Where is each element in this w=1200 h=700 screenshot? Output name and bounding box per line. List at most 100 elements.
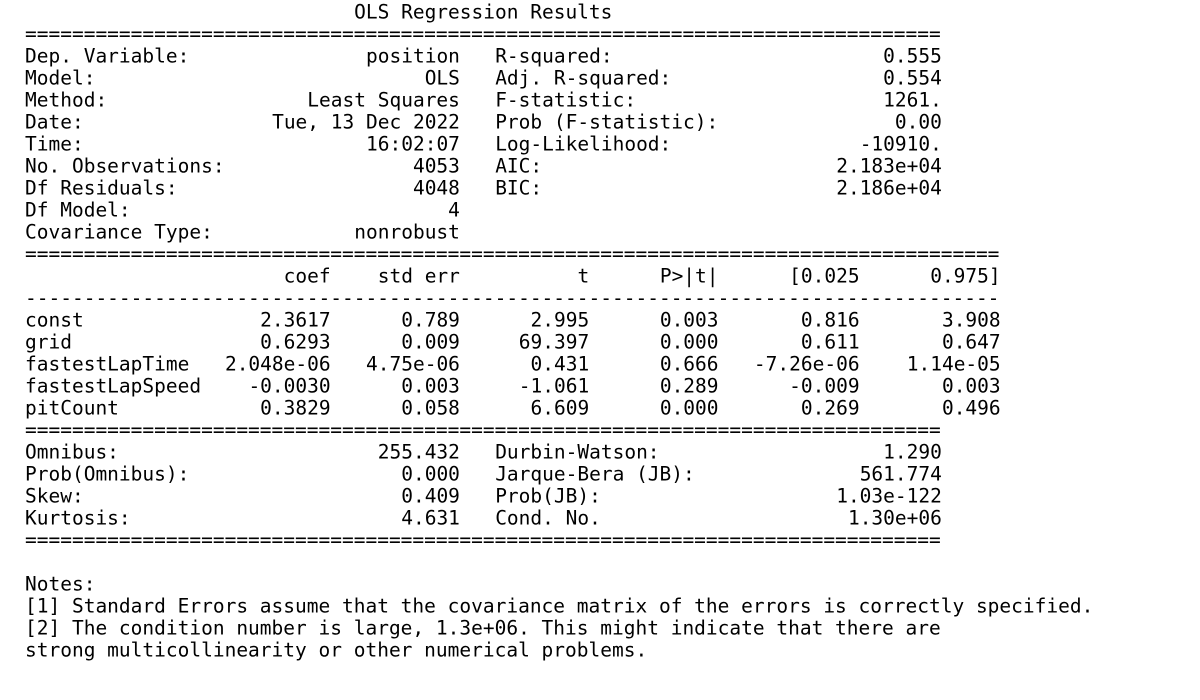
summary-value: Tue, 13 Dec 2022 (272, 111, 460, 134)
summary-label: Covariance Type: (25, 221, 213, 244)
coef-cell: 0.289 (660, 375, 719, 398)
diagnostic-value: 4.631 (401, 507, 460, 530)
coef-cell: 0.003 (401, 375, 460, 398)
coef-cell: 0.003 (942, 375, 1001, 398)
summary-value: 0.00 (895, 111, 942, 134)
summary-value: Least Squares (307, 89, 460, 112)
coef-cell: 3.908 (942, 309, 1001, 332)
coef-cell: 0.009 (401, 331, 460, 354)
summary-value: OLS (425, 67, 460, 90)
coef-cell: 0.058 (401, 397, 460, 420)
column-header: t (577, 265, 589, 288)
coef-cell: 0.003 (660, 309, 719, 332)
summary-value: 0.554 (883, 67, 942, 90)
diagnostic-label: Prob(Omnibus): (25, 463, 189, 486)
coef-cell: 0.6293 (260, 331, 330, 354)
summary-label: Time: (25, 133, 84, 156)
summary-label: R-squared: (495, 45, 612, 68)
diagnostic-label: Skew: (25, 485, 84, 508)
summary-label: Adj. R-squared: (495, 67, 671, 90)
note-line: [1] Standard Errors assume that the cova… (25, 595, 1093, 618)
summary-label: Df Model: (25, 199, 131, 222)
coef-cell: 6.609 (531, 397, 590, 420)
diagnostic-label: Cond. No. (495, 507, 601, 530)
coef-name: fastestLapTime (25, 353, 189, 376)
coef-cell: 0.3829 (260, 397, 330, 420)
notes-title: Notes: (25, 573, 95, 596)
coef-cell: 2.995 (531, 309, 590, 332)
coef-cell: 0.000 (660, 331, 719, 354)
rule: ========================================… (25, 23, 941, 46)
summary-value: 2.183e+04 (836, 155, 942, 178)
summary-value: position (366, 45, 460, 68)
coef-cell: 1.14e-05 (907, 353, 1001, 376)
title: OLS Regression Results (354, 1, 612, 24)
diagnostic-label: Durbin-Watson: (495, 441, 659, 464)
diagnostic-value: 561.774 (860, 463, 942, 486)
coef-cell: 0.496 (942, 397, 1001, 420)
coef-name: fastestLapSpeed (25, 375, 201, 398)
summary-label: Dep. Variable: (25, 45, 189, 68)
summary-label: Df Residuals: (25, 177, 178, 200)
coef-name: pitCount (25, 397, 119, 420)
coef-cell: 0.269 (801, 397, 860, 420)
coef-name: const (25, 309, 84, 332)
summary-label: AIC: (495, 155, 542, 178)
coef-cell: 0.666 (660, 353, 719, 376)
diagnostic-value: 0.409 (401, 485, 460, 508)
coef-cell: 2.3617 (260, 309, 330, 332)
coef-cell: -7.26e-06 (754, 353, 860, 376)
diagnostic-value: 255.432 (378, 441, 460, 464)
summary-label: Date: (25, 111, 84, 134)
summary-value: -10910. (860, 133, 942, 156)
summary-value: 16:02:07 (366, 133, 460, 156)
coef-cell: 2.048e-06 (225, 353, 331, 376)
summary-label: Prob (F-statistic): (495, 111, 718, 134)
summary-label: BIC: (495, 177, 542, 200)
summary-value: 2.186e+04 (836, 177, 942, 200)
summary-label: Log-Likelihood: (495, 133, 671, 156)
coef-cell: 0.816 (801, 309, 860, 332)
coef-cell: -1.061 (519, 375, 589, 398)
diagnostic-label: Prob(JB): (495, 485, 601, 508)
column-header: 0.975] (930, 265, 1000, 288)
coef-cell: -0.0030 (248, 375, 330, 398)
column-header: P>|t| (660, 265, 719, 288)
diagnostic-label: Omnibus: (25, 441, 119, 464)
coef-cell: 0.611 (801, 331, 860, 354)
column-header: std err (378, 265, 460, 288)
rule: ========================================… (25, 529, 941, 552)
coef-cell: 69.397 (519, 331, 589, 354)
coef-cell: 4.75e-06 (366, 353, 460, 376)
coef-cell: 0.000 (660, 397, 719, 420)
summary-label: Model: (25, 67, 95, 90)
diagnostic-value: 0.000 (401, 463, 460, 486)
diagnostic-value: 1.290 (883, 441, 942, 464)
summary-value: 4 (448, 199, 460, 222)
summary-value: 0.555 (883, 45, 942, 68)
column-header: coef (284, 265, 331, 288)
column-header: [0.025 (789, 265, 859, 288)
summary-label: No. Observations: (25, 155, 225, 178)
coef-name: grid (25, 331, 72, 354)
rule: ----------------------------------------… (25, 287, 999, 310)
rule: ========================================… (25, 419, 941, 442)
summary-value: 4048 (413, 177, 460, 200)
coef-cell: 0.789 (401, 309, 460, 332)
summary-value: 1261. (883, 89, 942, 112)
summary-label: Method: (25, 89, 107, 112)
diagnostic-label: Jarque-Bera (JB): (495, 463, 695, 486)
rule: ========================================… (25, 243, 999, 266)
diagnostic-value: 1.30e+06 (848, 507, 942, 530)
coef-cell: 0.431 (531, 353, 590, 376)
diagnostic-value: 1.03e-122 (836, 485, 942, 508)
summary-value: 4053 (413, 155, 460, 178)
note-line: [2] The condition number is large, 1.3e+… (25, 617, 941, 640)
summary-value: nonrobust (354, 221, 460, 244)
coef-cell: -0.009 (789, 375, 859, 398)
note-line: strong multicollinearity or other numeri… (25, 639, 647, 662)
coef-cell: 0.647 (942, 331, 1001, 354)
diagnostic-label: Kurtosis: (25, 507, 131, 530)
